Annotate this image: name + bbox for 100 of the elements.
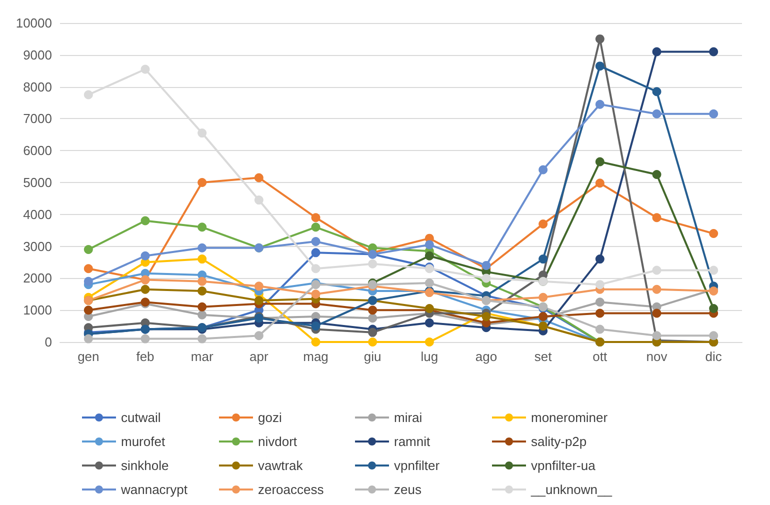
y-tick-label: 2000	[23, 270, 52, 286]
point	[311, 290, 320, 299]
point	[140, 334, 150, 344]
legend-label: mirai	[394, 410, 422, 425]
point	[595, 298, 604, 307]
x-tick-label: giu	[364, 349, 382, 364]
legend-label: gozi	[258, 410, 282, 425]
point	[482, 312, 491, 321]
point	[311, 237, 320, 246]
point	[311, 264, 320, 274]
point	[140, 284, 150, 294]
point	[140, 64, 150, 74]
point	[595, 178, 604, 188]
point	[595, 157, 604, 166]
point	[84, 306, 93, 315]
point	[140, 216, 150, 226]
point	[254, 331, 264, 340]
point	[424, 278, 434, 288]
x-tick-label: set	[534, 349, 552, 364]
legend-label: __unknown__	[530, 482, 613, 497]
point	[368, 259, 378, 268]
point	[652, 266, 662, 275]
point	[652, 87, 662, 96]
point	[595, 100, 604, 109]
point	[652, 308, 662, 318]
x-tick-label: feb	[136, 349, 154, 364]
point	[311, 213, 320, 222]
point	[652, 213, 662, 222]
point	[254, 282, 264, 291]
point	[652, 47, 662, 56]
point	[595, 34, 604, 44]
x-tick-label: mar	[190, 349, 214, 364]
y-tick-label: 6000	[23, 143, 52, 158]
point	[424, 251, 434, 260]
point	[84, 264, 93, 274]
x-tick-label: ott	[592, 349, 608, 364]
point	[311, 322, 320, 331]
y-tick-label: 7000	[23, 111, 52, 126]
point	[140, 251, 150, 260]
point	[84, 244, 93, 254]
legend-label: zeus	[394, 482, 422, 497]
point	[198, 128, 207, 138]
legend-label: nivdort	[258, 434, 298, 449]
x-tick-label: lug	[420, 349, 438, 364]
point	[84, 276, 93, 286]
point	[652, 170, 662, 180]
point	[595, 62, 604, 71]
point	[254, 173, 264, 182]
x-tick-label: dic	[705, 349, 722, 364]
point	[254, 296, 264, 306]
legend-label: sality-p2p	[531, 434, 587, 449]
point	[709, 109, 718, 118]
point	[709, 229, 718, 238]
point	[709, 331, 718, 340]
legend-label: vpnfilter-ua	[531, 458, 596, 473]
y-tick-label: 3000	[23, 238, 52, 254]
legend-label: zeroaccess	[258, 482, 324, 497]
point	[652, 109, 662, 118]
point	[538, 219, 548, 228]
point	[198, 276, 207, 286]
point	[424, 318, 434, 328]
point	[595, 254, 604, 264]
point	[595, 280, 604, 290]
point	[482, 260, 491, 270]
point	[198, 222, 207, 232]
legend-label: vawtrak	[258, 458, 304, 473]
point	[595, 324, 604, 334]
y-tick-label: 10000	[16, 16, 52, 30]
point	[652, 331, 662, 340]
point	[538, 165, 548, 174]
point	[198, 243, 207, 252]
point	[254, 196, 264, 205]
point	[709, 47, 718, 56]
point	[538, 292, 548, 302]
point	[482, 274, 491, 283]
point	[595, 308, 604, 318]
point	[368, 314, 378, 323]
point	[424, 240, 434, 250]
legend-label: wannacrypt	[120, 482, 188, 497]
y-tick-label: 8000	[23, 79, 52, 94]
y-tick-label: 5000	[23, 175, 52, 190]
y-tick-label: 0	[44, 334, 52, 350]
point	[311, 248, 320, 258]
legend-label: monerominer	[531, 410, 608, 425]
x-tick-label: nov	[646, 349, 668, 364]
legend-label: murofet	[121, 434, 166, 449]
point	[198, 310, 207, 320]
y-tick-label: 4000	[23, 206, 52, 222]
y-tick-label: 9000	[23, 47, 52, 62]
x-tick-label: mag	[303, 349, 328, 364]
y-tick-label: 1000	[23, 302, 52, 318]
point	[84, 90, 93, 100]
x-tick-label: apr	[250, 349, 269, 364]
point	[311, 338, 320, 346]
point	[709, 266, 718, 275]
point	[652, 284, 662, 294]
point	[198, 334, 207, 344]
legend-label: ramnit	[394, 434, 431, 449]
point	[84, 334, 93, 344]
point	[198, 254, 207, 264]
